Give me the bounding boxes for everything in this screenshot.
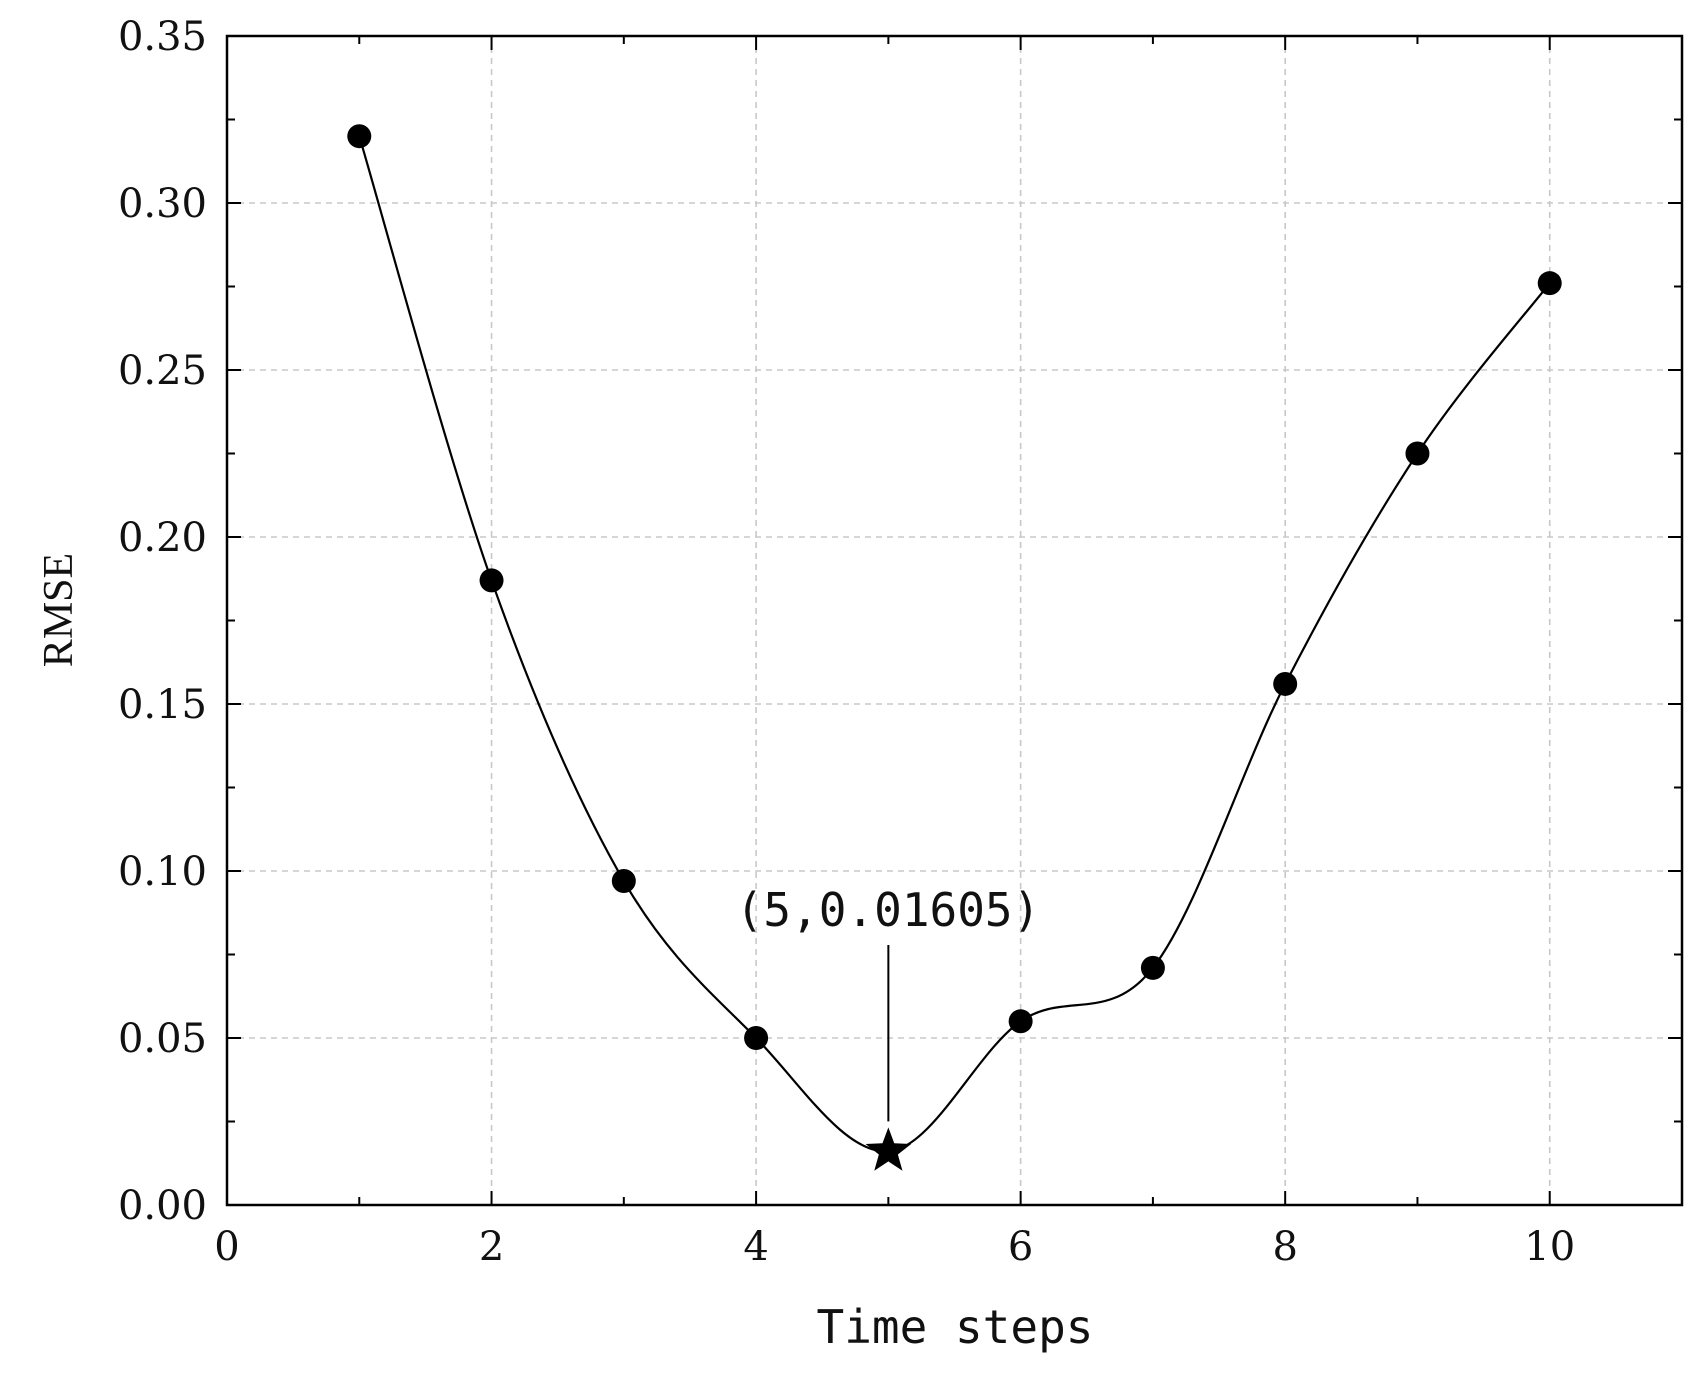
- data-point: [479, 568, 504, 593]
- data-point: [744, 1026, 769, 1050]
- series-curve-layer: [358, 135, 1551, 1153]
- x-tick-label: 8: [1272, 1224, 1297, 1270]
- y-tick-label: 0.30: [118, 181, 207, 227]
- y-tick-label: 0.15: [118, 682, 207, 728]
- y-axis-label: RMSE: [36, 553, 82, 667]
- y-tick-label: 0.35: [118, 14, 207, 60]
- y-tick-label: 0.10: [118, 849, 207, 895]
- grid-lines: [227, 36, 1682, 1205]
- x-tick-label: 6: [1008, 1224, 1033, 1270]
- plot-frame: [225, 34, 1684, 1207]
- data-point: [1537, 271, 1562, 296]
- tick-marks: [226, 35, 1683, 1206]
- data-point: [1273, 671, 1298, 696]
- y-tick-label: 0.00: [118, 1183, 207, 1229]
- axes: [225, 34, 1684, 1207]
- tick-labels: 0 2 4 6 8 10 0.00 0.05 0.10 0.15 0.20 0.25 0.30 0.35: [118, 14, 1575, 1270]
- data-point: [1140, 955, 1165, 980]
- x-tick-label: 4: [743, 1224, 768, 1270]
- x-tick-label: 10: [1524, 1224, 1575, 1270]
- x-tick-label: 2: [479, 1224, 504, 1270]
- min-point-annotation: (5,0.01605): [736, 883, 1041, 937]
- data-point: [1405, 441, 1430, 466]
- data-point: [611, 869, 636, 894]
- x-tick-label: 0: [214, 1224, 239, 1270]
- data-point: [1008, 1009, 1033, 1034]
- y-tick-label: 0.05: [118, 1016, 207, 1062]
- x-axis-label: Time steps: [817, 1300, 1094, 1354]
- min-point-star: [865, 1127, 912, 1171]
- data-point: [347, 124, 372, 149]
- series-line: [358, 135, 1551, 1153]
- data-points: [347, 124, 1562, 1171]
- y-tick-label: 0.25: [118, 348, 207, 394]
- y-tick-label: 0.20: [118, 515, 207, 561]
